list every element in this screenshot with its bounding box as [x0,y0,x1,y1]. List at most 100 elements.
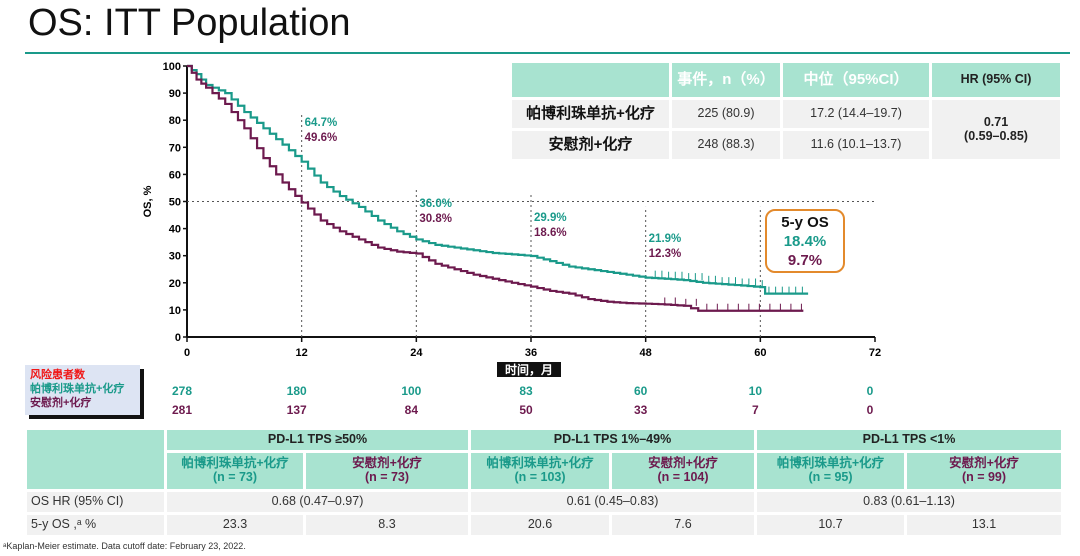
x-tick-label: 72 [869,347,881,359]
footnote: ᵃKaplan-Meier estimate. Data cutoff date… [3,541,246,551]
summary-header-events: 事件，n（%） [672,63,780,97]
x-axis-label-bg [497,362,561,377]
arm-header: 安慰剂+化疗 (n = 99) [907,453,1061,489]
risk-count-placebo: 137 [286,403,307,417]
arm-header: 安慰剂+化疗 (n = 73) [306,453,468,489]
arm-n: (n = 99) [961,470,1007,484]
y-tick-label: 50 [169,197,181,209]
y-tick-label: 100 [163,61,181,73]
pembro-curve [187,64,809,295]
x-tick-label: 48 [640,347,652,359]
risk-count-placebo: 7 [751,403,759,417]
five-year-os-callout: 5-y OS 18.4% 9.7% [765,209,845,273]
risk-count-placebo: 0 [866,403,874,417]
arm-header: 安慰剂+化疗 (n = 104) [612,453,754,489]
y-tick-label: 40 [169,224,181,236]
summary-table: 事件，n（%） 中位（95%CI） HR (95% CI) 帕博利珠单抗+化疗 … [512,63,1060,159]
arm-name: 安慰剂+化疗 [648,456,718,471]
os-5y-value: 23.3 [167,515,303,535]
x-axis-label: 时间，月 [505,362,553,377]
annotation-pembro: 29.9% [534,212,567,224]
summary-median-placebo: 11.6 (10.1–13.7) [783,131,929,159]
arm-header: 帕博利珠单抗+化疗 (n = 103) [471,453,609,489]
title-rule [25,52,1070,54]
subgroup-table: PD-L1 TPS ≥50% PD-L1 TPS 1%–49% PD-L1 TP… [27,430,1061,535]
summary-arm-pembro: 帕博利珠单抗+化疗 [512,100,669,128]
arm-name: 帕博利珠单抗+化疗 [486,456,594,471]
arm-name: 帕博利珠单抗+化疗 [776,456,885,471]
risk-count-pembro: 0 [866,384,874,398]
summary-median-pembro: 17.2 (14.4–19.7) [783,100,929,128]
summary-events-pembro: 225 (80.9) [672,100,780,128]
y-axis-label: OS, % [142,185,154,217]
summary-header-median: 中位（95%CI） [783,63,929,97]
arm-n: (n = 95) [808,470,853,484]
os-hr-0: 0.68 (0.47–0.97) [167,492,468,512]
risk-count-pembro: 278 [171,384,193,398]
y-tick-label: 80 [169,115,181,127]
summary-hr: 0.71 (0.59–0.85) [932,100,1060,159]
hr-value: 0.71 [983,114,1009,129]
annotation-pembro: 64.7% [305,117,338,129]
annotation-placebo: 30.8% [419,213,452,225]
callout-pembro: 18.4% [783,233,827,250]
summary-header-hr: HR (95% CI) [932,63,1060,97]
arm-n: (n = 73) [364,470,410,484]
risk-header: 风险患者数 [30,369,85,381]
annotation-placebo: 18.6% [534,227,567,239]
arm-name: 安慰剂+化疗 [949,456,1019,471]
placebo-curve [187,64,804,312]
os-5y-value: 7.6 [612,515,754,535]
x-tick-label: 36 [525,347,537,359]
os-hr-1: 0.61 (0.45–0.83) [471,492,754,512]
arm-n: (n = 73) [212,470,258,484]
summary-header-blank [512,63,669,97]
risk-count-placebo: 50 [519,403,533,417]
subgroup-group-2: PD-L1 TPS <1% [757,430,1061,450]
x-tick-label: 0 [184,347,190,359]
x-tick-label: 12 [296,347,308,359]
arm-n: (n = 103) [514,470,566,484]
os-5y-label: 5-y OS ,ᵃ % [27,515,164,535]
risk-count-placebo: 281 [171,403,193,417]
x-tick-label: 24 [410,347,423,359]
arm-name: 帕博利珠单抗+化疗 [181,456,289,471]
risk-count-pembro: 83 [519,384,533,398]
annotation-placebo: 49.6% [305,132,338,144]
callout-title: 5-y OS [781,214,829,231]
risk-count-placebo: 84 [404,403,419,417]
risk-legend: 风险患者数 帕博利珠单抗+化疗 安慰剂+化疗 [25,365,140,415]
risk-count-pembro: 100 [401,384,422,398]
os-5y-value: 13.1 [907,515,1061,535]
y-tick-label: 0 [175,332,181,344]
os-hr-2: 0.83 (0.61–1.13) [757,492,1061,512]
annotation-placebo: 12.3% [649,248,682,260]
callout-placebo: 9.7% [787,252,823,269]
os-5y-value: 10.7 [757,515,904,535]
risk-count-placebo: 33 [633,403,648,417]
risk-count-pembro: 180 [286,384,307,398]
subgroup-header-blank [27,430,164,489]
risk-label-pembro: 帕博利珠单抗+化疗 [30,383,125,395]
subgroup-group-1: PD-L1 TPS 1%–49% [471,430,754,450]
os-5y-value: 20.6 [471,515,609,535]
os-5y-value: 8.3 [306,515,468,535]
hr-ci: (0.59–0.85) [964,128,1028,143]
y-tick-label: 30 [169,251,181,263]
arm-header: 帕博利珠单抗+化疗 (n = 95) [757,453,904,489]
risk-count-pembro: 10 [748,384,763,398]
risk-count-pembro: 60 [633,384,648,398]
y-tick-label: 60 [169,169,181,181]
os-hr-label: OS HR (95% CI) [27,492,164,512]
arm-name: 安慰剂+化疗 [352,456,422,471]
risk-label-placebo: 安慰剂+化疗 [30,397,92,409]
summary-arm-placebo: 安慰剂+化疗 [512,131,669,159]
y-tick-label: 90 [169,88,181,100]
arm-header: 帕博利珠单抗+化疗 (n = 73) [167,453,303,489]
y-tick-label: 10 [169,305,181,317]
summary-events-placebo: 248 (88.3) [672,131,780,159]
annotation-pembro: 36.0% [419,198,452,210]
subgroup-group-0: PD-L1 TPS ≥50% [167,430,468,450]
arm-n: (n = 104) [657,470,709,484]
x-tick-label: 60 [754,347,766,359]
